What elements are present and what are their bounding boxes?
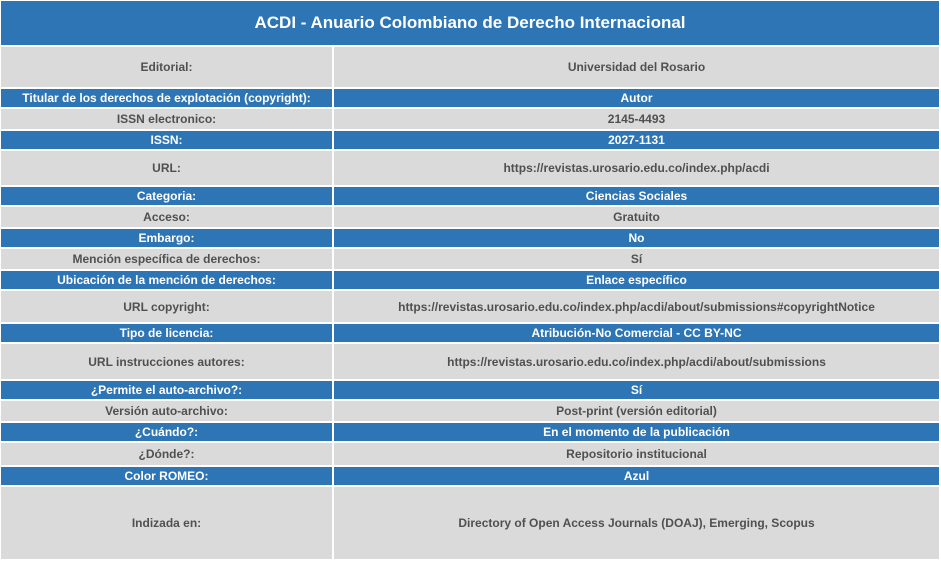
row-url-copyright: URL copyright: https://revistas.urosario… (1, 291, 939, 324)
row-label: Mención específica de derechos: (1, 249, 334, 271)
journal-title: ACDI - Anuario Colombiano de Derecho Int… (1, 1, 939, 47)
row-rights-location: Ubicación de la mención de derechos: Enl… (1, 271, 939, 291)
row-value: Gratuito (334, 207, 939, 229)
row-category: Categoria: Ciencias Sociales (1, 187, 939, 207)
row-label: ¿Cuándo?: (1, 423, 334, 443)
row-label: Color ROMEO: (1, 467, 334, 487)
row-value: 2145-4493 (334, 109, 939, 131)
row-label: ISSN: (1, 131, 334, 151)
row-label: Acceso: (1, 207, 334, 229)
row-self-archive-allowed: ¿Permite el auto-archivo?: Sí (1, 381, 939, 401)
title-row: ACDI - Anuario Colombiano de Derecho Int… (1, 1, 939, 47)
row-license-type: Tipo de licencia: Atribución-No Comercia… (1, 324, 939, 344)
row-label: Categoria: (1, 187, 334, 207)
row-issn: ISSN: 2027-1131 (1, 131, 939, 151)
row-indexed-in: Indizada en: Directory of Open Access Jo… (1, 487, 939, 561)
row-value: Azul (334, 467, 939, 487)
row-label: Tipo de licencia: (1, 324, 334, 344)
row-embargo: Embargo: No (1, 229, 939, 249)
row-label: Versión auto-archivo: (1, 401, 334, 423)
row-editorial: Editorial: Universidad del Rosario (1, 47, 939, 89)
row-romeo-color: Color ROMEO: Azul (1, 467, 939, 487)
row-label: ISSN electronico: (1, 109, 334, 131)
row-label: ¿Permite el auto-archivo?: (1, 381, 334, 401)
row-value: 2027-1131 (334, 131, 939, 151)
row-copyright-holder: Titular de los derechos de explotación (… (1, 89, 939, 109)
row-value: https://revistas.urosario.edu.co/index.p… (334, 151, 939, 187)
row-label: URL instrucciones autores: (1, 344, 334, 381)
row-value: Post-print (versión editorial) (334, 401, 939, 423)
row-url-author-instructions: URL instrucciones autores: https://revis… (1, 344, 939, 381)
row-value: Ciencias Sociales (334, 187, 939, 207)
row-value: Repositorio institucional (334, 443, 939, 467)
row-label: URL: (1, 151, 334, 187)
row-value: Autor (334, 89, 939, 109)
row-label: Titular de los derechos de explotación (… (1, 89, 334, 109)
row-label: Editorial: (1, 47, 334, 89)
row-url: URL: https://revistas.urosario.edu.co/in… (1, 151, 939, 187)
row-label: Embargo: (1, 229, 334, 249)
row-value: Sí (334, 381, 939, 401)
row-rights-mention: Mención específica de derechos: Sí (1, 249, 939, 271)
row-when: ¿Cuándo?: En el momento de la publicació… (1, 423, 939, 443)
row-value: Directory of Open Access Journals (DOAJ)… (334, 487, 939, 561)
row-label: ¿Dónde?: (1, 443, 334, 467)
row-label: Indizada en: (1, 487, 334, 561)
row-value: https://revistas.urosario.edu.co/index.p… (334, 344, 939, 381)
row-access: Acceso: Gratuito (1, 207, 939, 229)
row-self-archive-version: Versión auto-archivo: Post-print (versió… (1, 401, 939, 423)
row-value: Enlace específico (334, 271, 939, 291)
row-label: URL copyright: (1, 291, 334, 324)
row-label: Ubicación de la mención de derechos: (1, 271, 334, 291)
row-value: Atribución-No Comercial - CC BY-NC (334, 324, 939, 344)
row-where: ¿Dónde?: Repositorio institucional (1, 443, 939, 467)
row-value: Universidad del Rosario (334, 47, 939, 89)
row-value: En el momento de la publicación (334, 423, 939, 443)
row-value: https://revistas.urosario.edu.co/index.p… (334, 291, 939, 324)
row-issn-electronic: ISSN electronico: 2145-4493 (1, 109, 939, 131)
row-value: Sí (334, 249, 939, 271)
row-value: No (334, 229, 939, 249)
